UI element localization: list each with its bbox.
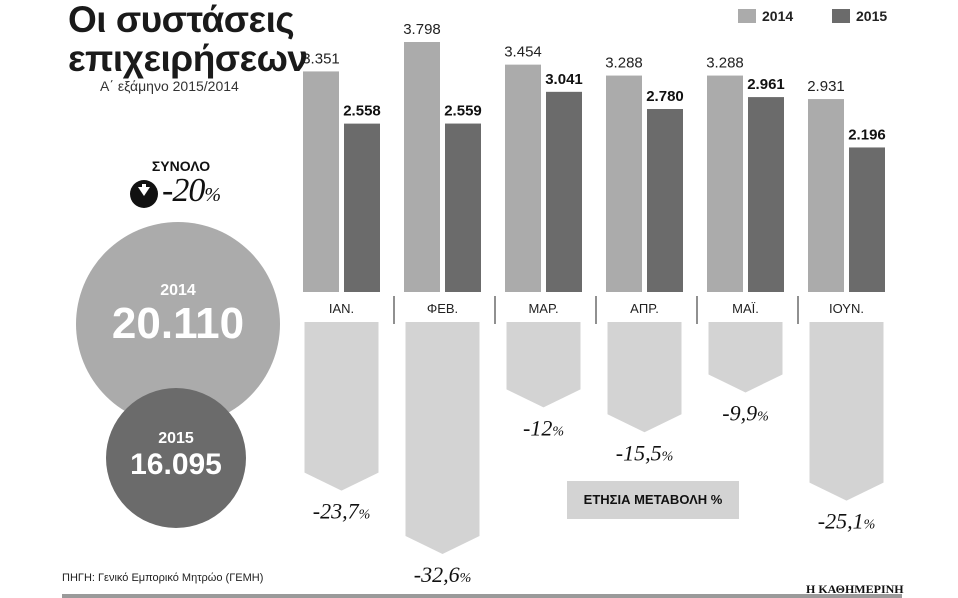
- total-2014-year: 2014: [160, 282, 196, 299]
- bar-label-2014-3: 3.288: [605, 55, 643, 72]
- bar-label-2014-1: 3.798: [403, 21, 441, 38]
- total-2015-year: 2015: [158, 430, 194, 447]
- source-note: ΠΗΓΗ: Γενικό Εμπορικό Μητρώο (ΓΕΜΗ): [62, 572, 264, 584]
- total-2015-value: 16.095: [130, 448, 222, 481]
- change-arrow-0: [304, 322, 379, 491]
- chart-subtitle: Α΄ εξάμηνο 2015/2014: [100, 78, 239, 94]
- bar-2015-5: [849, 147, 885, 292]
- bar-label-2014-2: 3.454: [504, 44, 542, 61]
- legend-label-2014: 2014: [762, 8, 794, 24]
- bar-2015-1: [445, 123, 481, 292]
- legend-swatch-2014: [738, 9, 756, 23]
- yoy-change-label: ΕΤΗΣΙΑ ΜΕΤΑΒΟΛΗ %: [567, 481, 739, 519]
- change-label-0: -23,7%: [313, 499, 371, 524]
- change-arrow-4: [708, 322, 783, 393]
- category-label-5: ΙΟΥΝ.: [829, 301, 864, 316]
- bar-2014-2: [505, 64, 541, 292]
- bar-2014-3: [606, 75, 642, 292]
- category-label-0: ΙΑΝ.: [329, 301, 354, 316]
- legend-label-2015: 2015: [856, 8, 888, 24]
- bar-label-2014-0: 3.351: [302, 50, 340, 67]
- bar-2015-4: [748, 97, 784, 292]
- legend-item-2015: 2015: [832, 8, 887, 24]
- change-arrow-2: [506, 322, 581, 408]
- change-label-3: -15,5%: [616, 440, 674, 465]
- total-change-value: -20: [162, 172, 205, 209]
- bar-label-2015-4: 2.961: [747, 76, 785, 93]
- bar-2014-4: [707, 75, 743, 292]
- total-label: ΣΥΝΟΛΟ: [151, 158, 211, 174]
- bar-label-2015-1: 2.559: [444, 103, 482, 120]
- change-label-5: -25,1%: [818, 509, 876, 534]
- total-change: -20%: [162, 172, 221, 210]
- bar-2015-0: [344, 123, 380, 292]
- bar-label-2014-4: 3.288: [706, 55, 744, 72]
- change-arrow-1: [405, 322, 480, 554]
- category-label-2: ΜΑΡ.: [528, 301, 558, 316]
- publisher-brand: Η ΚΑΘΗΜΕΡΙΝΗ: [806, 582, 904, 596]
- bar-2014-1: [404, 42, 440, 292]
- total-2014-value: 20.110: [111, 299, 245, 348]
- category-label-4: ΜΑΪ.: [732, 301, 759, 316]
- bar-label-2015-2: 3.041: [545, 71, 583, 88]
- bar-2014-0: [303, 71, 339, 293]
- bar-2014-5: [808, 99, 844, 292]
- bar-label-2015-0: 2.558: [343, 103, 381, 120]
- chart-title: Οι συστάσεις επιχειρήσεων: [68, 0, 308, 79]
- bar-label-2015-5: 2.196: [848, 126, 886, 143]
- change-arrow-5: [809, 322, 884, 501]
- bar-2015-3: [647, 109, 683, 293]
- total-2015-circle: 2015 16.095: [106, 388, 246, 528]
- category-label-1: ΦΕΒ.: [427, 301, 458, 316]
- total-change-unit: %: [204, 184, 221, 206]
- bar-label-2015-3: 2.780: [646, 88, 684, 105]
- change-arrow-3: [607, 322, 682, 433]
- legend-item-2014: 2014: [738, 8, 793, 24]
- down-arrow-icon: [130, 180, 158, 208]
- change-label-1: -32,6%: [414, 562, 472, 587]
- bar-2015-2: [546, 91, 582, 292]
- footer-rule: [62, 594, 902, 598]
- legend-swatch-2015: [832, 9, 850, 23]
- change-label-2: -12%: [523, 415, 564, 440]
- change-label-4: -9,9%: [722, 400, 769, 425]
- category-label-3: ΑΠΡ.: [630, 301, 659, 316]
- bar-label-2014-5: 2.931: [807, 78, 845, 95]
